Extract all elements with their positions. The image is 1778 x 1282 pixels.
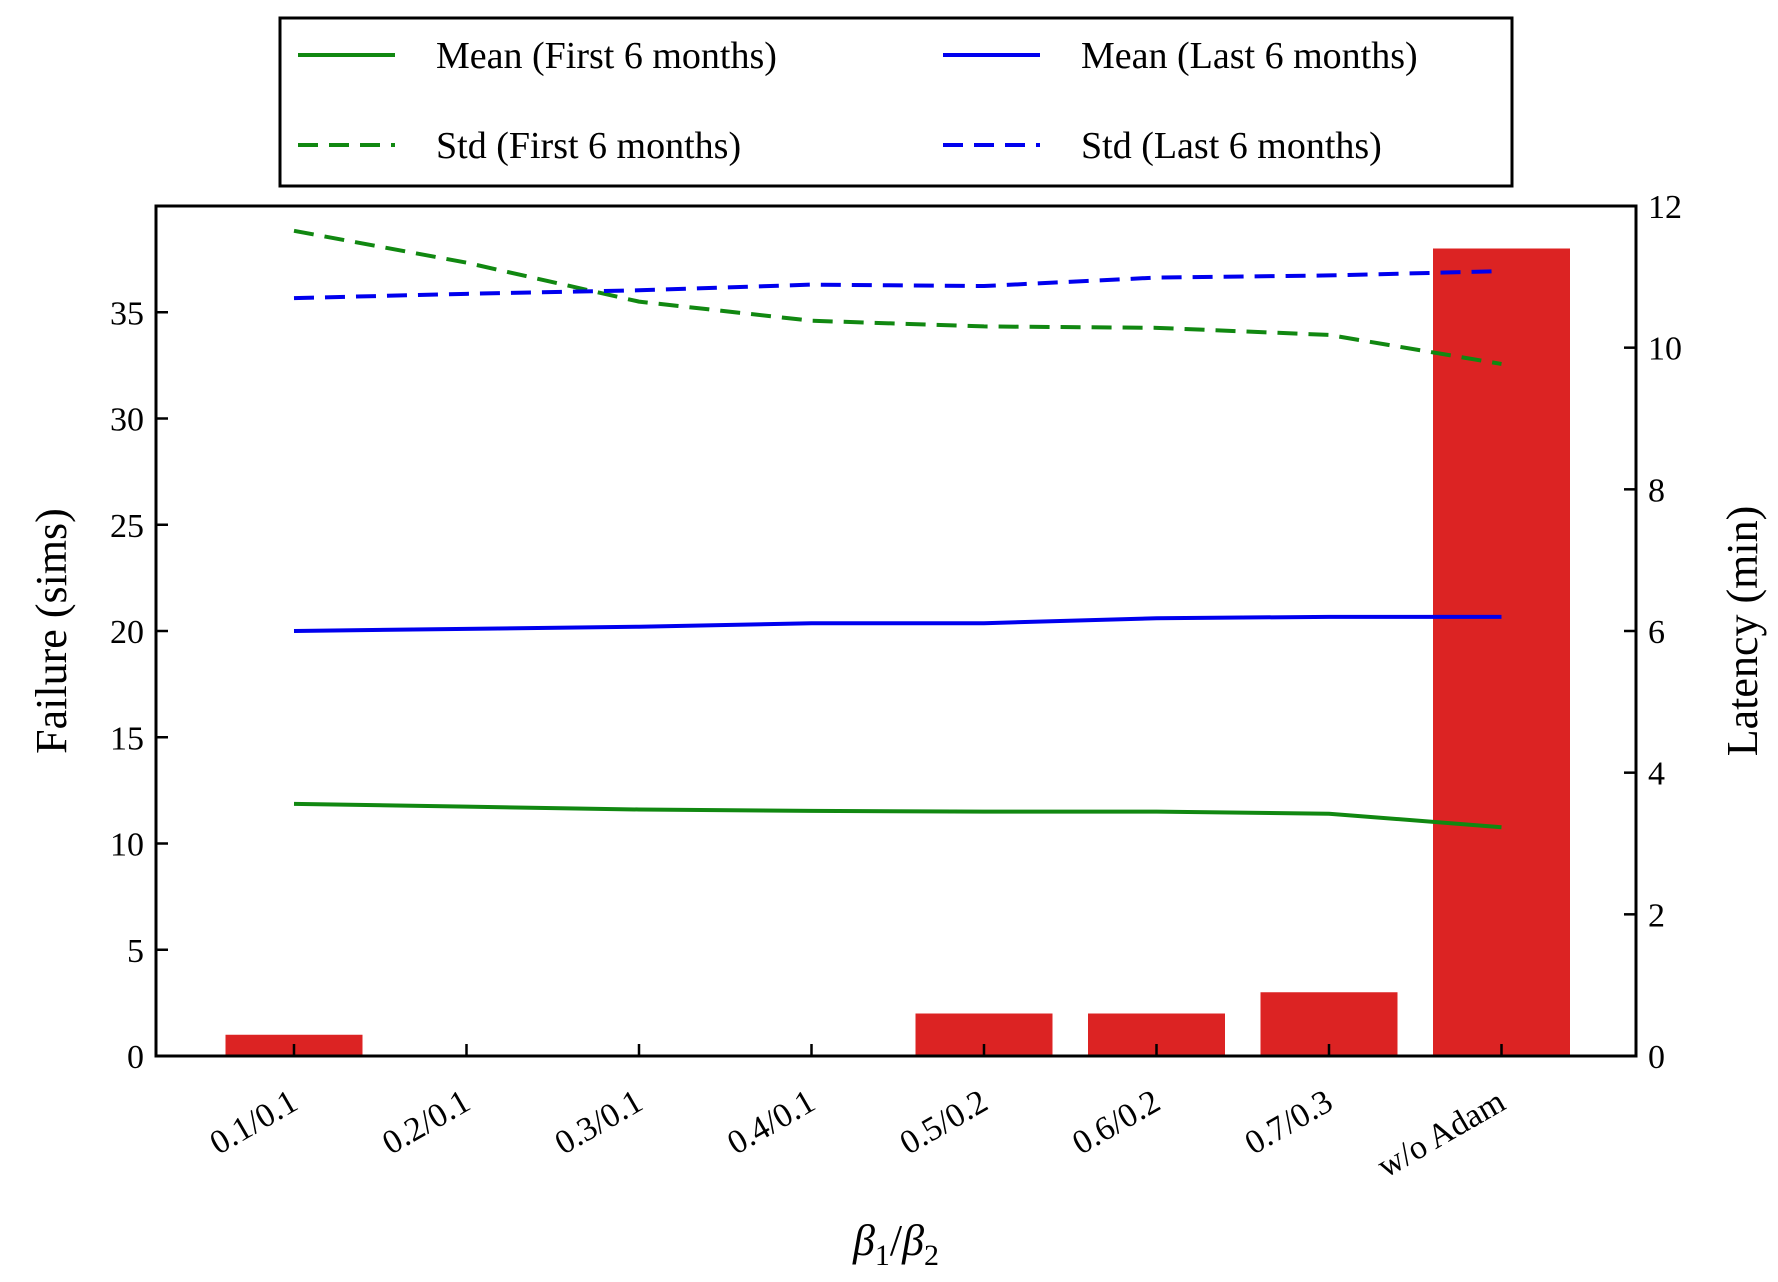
- x-tick-label: 0.5/0.2: [894, 1083, 994, 1162]
- right-tick-label: 12: [1648, 189, 1682, 226]
- x-tick-label: 0.6/0.2: [1066, 1083, 1166, 1162]
- series-line-mean-first-6-months: [293, 801, 1502, 830]
- series-line-std-first-6-months: [293, 228, 1502, 366]
- right-tick-label: 6: [1648, 614, 1665, 651]
- right-axis-label: Latency (min): [1718, 506, 1767, 756]
- right-tick-label: 2: [1648, 897, 1665, 934]
- legend-entry: Mean (First 6 months): [298, 35, 777, 77]
- x-tick-label: 0.4/0.1: [721, 1083, 821, 1162]
- left-axis-label: Failure (sims): [27, 508, 76, 754]
- left-tick-label: 15: [110, 720, 144, 757]
- x-tick-label: w/o Adam: [1371, 1083, 1511, 1185]
- series-line-mean-last-6-months: [293, 614, 1502, 633]
- left-tick-label: 25: [110, 508, 144, 545]
- left-tick-label: 10: [110, 827, 144, 864]
- legend-frame: [278, 16, 1514, 188]
- lines-layer: [293, 228, 1502, 830]
- right-tick-label: 0: [1648, 1039, 1665, 1076]
- left-tick-label: 35: [110, 295, 144, 332]
- x-axis-label: β1/β2: [852, 1216, 939, 1272]
- left-tick-label: 0: [127, 1039, 144, 1076]
- right-tick-label: 8: [1648, 472, 1665, 509]
- x-tick-label: 0.1/0.1: [204, 1083, 304, 1162]
- legend: Mean (First 6 months) Mean (Last 6 month…: [278, 16, 1514, 188]
- x-tick-label: 0.2/0.1: [376, 1083, 476, 1162]
- series-line-std-last-6-months: [293, 269, 1502, 301]
- left-tick-label: 30: [110, 402, 144, 439]
- legend-label-mean-first: Mean (First 6 months): [436, 35, 777, 77]
- bar-w/o Adam: [1433, 248, 1570, 1056]
- right-tick-label: 10: [1648, 331, 1682, 368]
- legend-label-mean-last: Mean (Last 6 months): [1081, 35, 1418, 77]
- left-tick-label: 20: [110, 614, 144, 651]
- legend-entry: Std (Last 6 months): [943, 125, 1382, 167]
- left-tick-label: 5: [127, 933, 144, 970]
- x-tick-label: 0.3/0.1: [549, 1083, 649, 1162]
- legend-label-std-last: Std (Last 6 months): [1081, 125, 1382, 167]
- legend-entry: Mean (Last 6 months): [943, 35, 1418, 77]
- legend-entry: Std (First 6 months): [298, 125, 741, 167]
- plot-frame: [154, 204, 1638, 1058]
- x-tick-label: 0.7/0.3: [1239, 1083, 1339, 1162]
- bars-layer: [225, 248, 1570, 1056]
- legend-label-std-first: Std (First 6 months): [436, 125, 741, 167]
- right-tick-label: 4: [1648, 756, 1665, 793]
